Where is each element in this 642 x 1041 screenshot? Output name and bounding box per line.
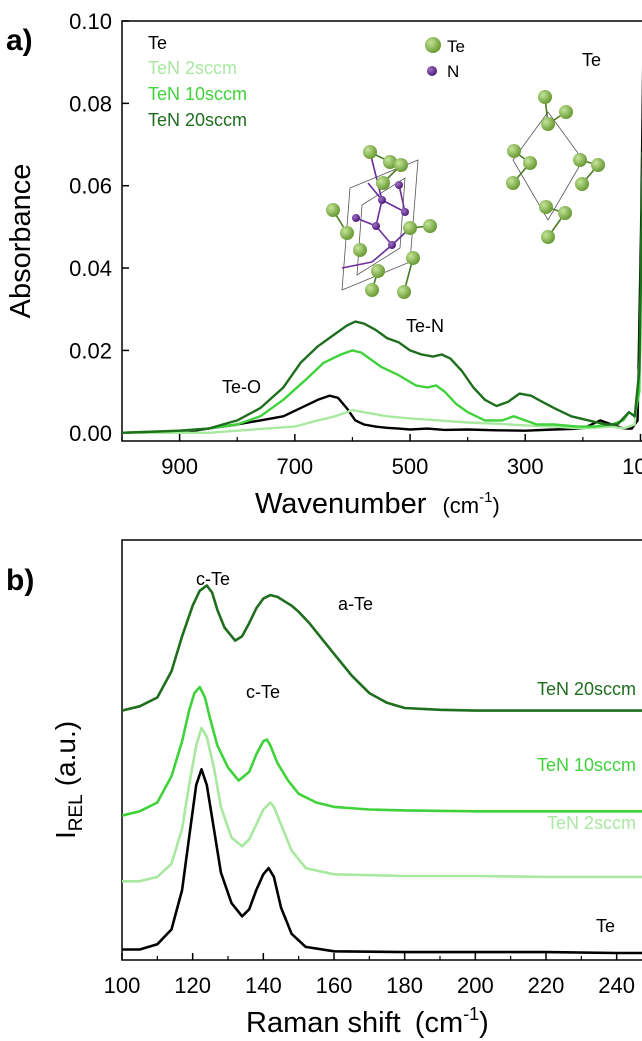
x-tick-label-b: 100 bbox=[104, 973, 141, 998]
x-axis-unit-exp-a: -1 bbox=[479, 489, 492, 506]
series-line-b-ten-20sccm bbox=[122, 584, 642, 712]
annotation-a-te: a-Te bbox=[338, 594, 373, 614]
series-label-ten-20sccm: TeN 20sccm bbox=[537, 679, 636, 699]
axis-ticks-b: 100 120 140 160 180 200 220 240 bbox=[104, 953, 635, 998]
series-label-ten-2sccm: TeN 2sccm bbox=[547, 813, 636, 833]
x-tick-label-a: 500 bbox=[392, 454, 429, 479]
x-tick-label-b: 160 bbox=[316, 973, 353, 998]
x-axis-title-b: Raman shift bbox=[246, 1007, 401, 1039]
x-tick-label-a: 300 bbox=[507, 454, 544, 479]
legend-item-ten-20sccm: TeN 20sccm bbox=[148, 110, 247, 130]
x-axis-unit-close-b: ) bbox=[479, 1007, 489, 1039]
x-tick-label-a: 900 bbox=[161, 454, 198, 479]
series-line-a-ten-10sccm bbox=[122, 166, 642, 434]
x-axis-title-a: Wavenumber bbox=[255, 488, 427, 520]
series-group-a bbox=[122, 65, 642, 434]
x-axis-unit-close-a: ) bbox=[492, 493, 499, 518]
y-tick-label-a: 0.10 bbox=[69, 9, 112, 34]
x-axis-unit-a: (cm bbox=[442, 493, 479, 518]
series-group-b bbox=[122, 584, 642, 955]
x-tick-label-a: 700 bbox=[276, 454, 313, 479]
panel-b: b) 100 120 140 160 180 200 220 240 IREL (a.u.) R… bbox=[6, 539, 642, 1039]
x-axis-unit-b: (cm bbox=[415, 1007, 463, 1039]
y-axis-unit-b: (a.u.) bbox=[50, 721, 81, 786]
y-tick-label-a: 0.00 bbox=[69, 421, 112, 446]
atom-legend-n: N bbox=[447, 62, 459, 81]
x-tick-label-b: 240 bbox=[598, 973, 635, 998]
series-line-b-ten-10sccm bbox=[122, 685, 642, 817]
y-tick-label-a: 0.02 bbox=[69, 338, 112, 363]
series-line-a-ten-2sccm bbox=[122, 151, 642, 434]
panel-b-label: b) bbox=[6, 564, 34, 597]
x-tick-label-b: 220 bbox=[528, 973, 565, 998]
x-tick-label-b: 140 bbox=[245, 973, 282, 998]
annotation-c-te-2: c-Te bbox=[246, 682, 280, 702]
green-sphere-icon bbox=[425, 37, 441, 53]
series-label-te: Te bbox=[596, 916, 615, 936]
x-axis-label-a: Wavenumber (cm-1) bbox=[255, 488, 500, 520]
legend-item-ten-10sccm: TeN 10sccm bbox=[148, 84, 247, 104]
y-axis-label-a: Absorbance bbox=[5, 164, 37, 319]
plot-frame-a bbox=[121, 20, 642, 442]
atom-legend-te: Te bbox=[447, 37, 465, 56]
series-line-a-ten-20sccm bbox=[122, 137, 642, 434]
plot-frame-b bbox=[121, 539, 642, 961]
annotation-te-o: Te-O bbox=[222, 377, 261, 397]
x-tick-label-a: 100 bbox=[622, 454, 642, 479]
y-axis-label-b: IREL (a.u.) bbox=[50, 721, 87, 839]
annotation-c-te-1: c-Te bbox=[196, 569, 230, 589]
x-axis-unit-exp-b: -1 bbox=[463, 1004, 479, 1024]
legend-item-te: Te bbox=[148, 33, 167, 53]
y-tick-label-a: 0.08 bbox=[69, 91, 112, 116]
x-tick-label-b: 120 bbox=[174, 973, 211, 998]
y-axis-title-b: I bbox=[50, 831, 81, 839]
y-axis-subscript-b: REL bbox=[66, 794, 87, 831]
annotation-te-peak: Te bbox=[582, 50, 601, 70]
x-tick-label-b: 200 bbox=[457, 973, 494, 998]
atom-legend: Te N bbox=[425, 37, 465, 81]
axis-ticks-a: 900 700 500 300 100 0.00 0.02 0.04 0.06 0.08 0.10 bbox=[69, 9, 642, 479]
series-line-b-te bbox=[122, 768, 642, 955]
x-tick-label-b: 180 bbox=[386, 973, 423, 998]
series-line-b-ten-2sccm bbox=[122, 726, 642, 883]
x-axis-label-b: Raman shift (cm-1) bbox=[246, 1004, 489, 1039]
ten-crystal-structure bbox=[326, 145, 437, 299]
y-tick-label-a: 0.06 bbox=[69, 174, 112, 199]
legend-item-ten-2sccm: TeN 2sccm bbox=[148, 58, 237, 78]
purple-sphere-icon bbox=[427, 66, 437, 76]
annotation-te-n: Te-N bbox=[406, 316, 444, 336]
legend-a: Te TeN 2sccm TeN 10sccm TeN 20sccm bbox=[148, 33, 247, 130]
panel-a: a) 900 700 500 300 100 0.00 0.02 0.04 0.06 0.08 0.… bbox=[5, 9, 642, 520]
panel-a-label: a) bbox=[6, 24, 33, 57]
y-tick-label-a: 0.04 bbox=[69, 256, 112, 281]
series-label-ten-10sccm: TeN 10sccm bbox=[537, 755, 636, 775]
te-crystal-structure bbox=[506, 90, 605, 244]
